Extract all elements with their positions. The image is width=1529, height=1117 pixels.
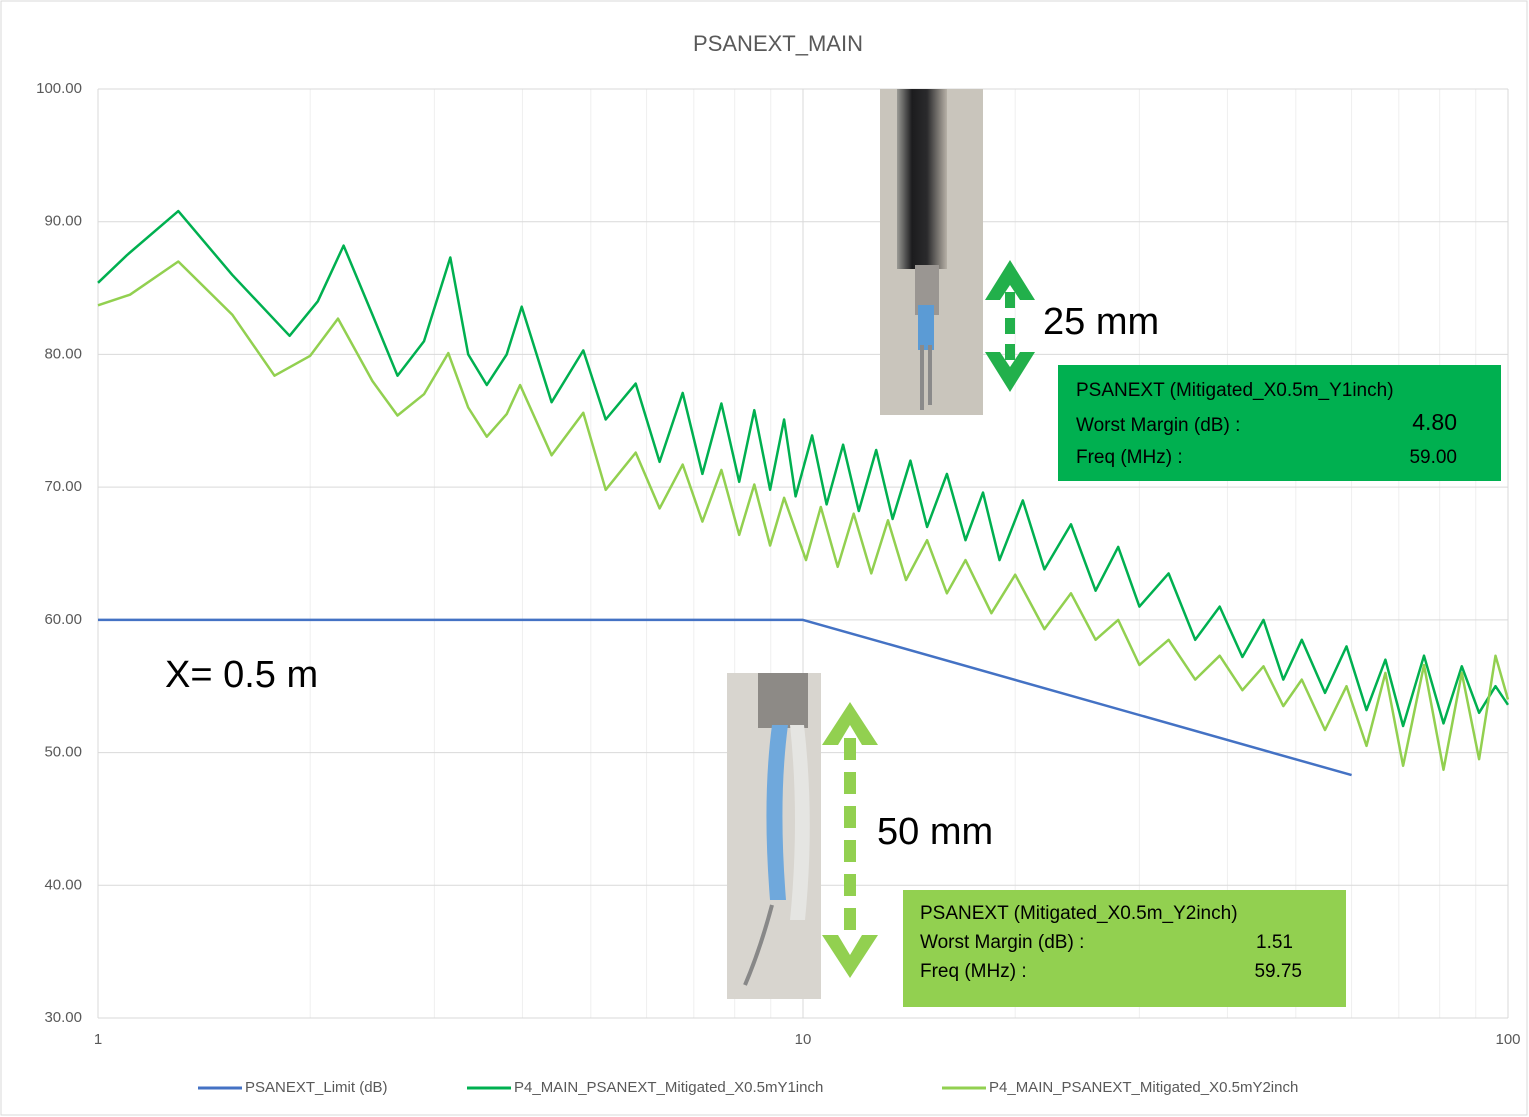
info-box <box>1058 365 1501 481</box>
dimension-arrow-bottom <box>822 702 878 978</box>
info-value: 59.75 <box>1254 961 1302 982</box>
chart-title: PSANEXT_MAIN <box>693 31 863 56</box>
series-line <box>98 618 1352 777</box>
series-line <box>97 260 1510 772</box>
y-tick-label: 90.00 <box>44 213 82 230</box>
y-tick-label: 80.00 <box>44 345 82 362</box>
x-tick-label: 100 <box>1495 1031 1520 1048</box>
legend-label: P4_MAIN_PSANEXT_Mitigated_X0.5mY2inch <box>989 1079 1298 1096</box>
info-box <box>903 890 1346 1007</box>
info-value: 4.80 <box>1412 409 1457 435</box>
legend-label: P4_MAIN_PSANEXT_Mitigated_X0.5mY1inch <box>514 1079 823 1096</box>
y-tick-label: 30.00 <box>44 1009 82 1026</box>
info-text: Worst Margin (dB) : <box>920 932 1084 953</box>
info-text: Freq (MHz) : <box>920 961 1027 982</box>
series-line <box>97 209 1510 728</box>
info-text: Freq (MHz) : <box>1076 447 1183 468</box>
info-text: Worst Margin (dB) : <box>1076 415 1240 436</box>
info-text: PSANEXT (Mitigated_X0.5m_Y2inch) <box>920 903 1238 924</box>
annotation: 25 mm <box>1043 301 1159 343</box>
y-tick-label: 100.00 <box>36 80 82 97</box>
dimension-arrow-top <box>985 260 1035 392</box>
y-tick-label: 70.00 <box>44 478 82 495</box>
info-value: 1.51 <box>1256 932 1293 953</box>
info-value: 59.00 <box>1409 447 1457 468</box>
x-tick-label: 1 <box>94 1031 102 1048</box>
annotation: X= 0.5 m <box>165 654 318 696</box>
annotation: 50 mm <box>877 811 993 853</box>
photo-top <box>880 89 983 415</box>
y-tick-label: 40.00 <box>44 876 82 893</box>
photo-bottom <box>727 673 821 999</box>
legend-label: PSANEXT_Limit (dB) <box>245 1079 388 1096</box>
x-tick-label: 10 <box>795 1031 812 1048</box>
info-text: PSANEXT (Mitigated_X0.5m_Y1inch) <box>1076 380 1394 401</box>
y-tick-label: 50.00 <box>44 744 82 761</box>
y-tick-label: 60.00 <box>44 611 82 628</box>
